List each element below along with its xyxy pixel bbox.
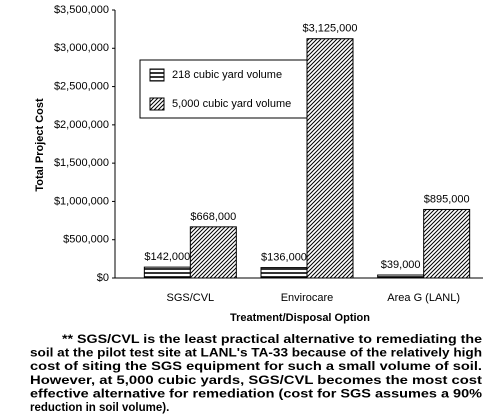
legend-swatch [149, 97, 165, 111]
note-line: cost of siting the SGS equipment for suc… [30, 361, 482, 373]
y-tick-label: $2,000,000 [54, 119, 109, 131]
value-label: $136,000 [261, 251, 307, 263]
note-line: effective alternative for remediation (c… [30, 388, 482, 400]
x-tick-label: Area G (LANL) [387, 292, 460, 304]
bar [260, 267, 308, 279]
y-tick-label: $3,500,000 [54, 4, 109, 16]
x-tick-label: SGS/CVL [166, 292, 214, 304]
legend-label: 218 cubic yard volume [172, 69, 282, 81]
note-line: ** SGS/CVL is the least practical altern… [62, 334, 482, 346]
x-axis-label: Treatment/Disposal Option [230, 312, 370, 324]
y-tick-label: $500,000 [63, 234, 109, 246]
y-tick-label: $3,000,000 [54, 42, 109, 54]
value-label: $142,000 [144, 251, 190, 263]
note-line: However, at 5,000 cubic yards, SGS/CVL b… [30, 375, 482, 387]
note-line: soil at the pilot test site at LANL's TA… [30, 348, 482, 360]
value-label: $895,000 [424, 193, 470, 205]
y-axis-label: Total Project Cost [34, 98, 46, 192]
bar [377, 274, 425, 279]
y-tick-label: $1,500,000 [54, 157, 109, 169]
y-tick-label: $1,000,000 [54, 195, 109, 207]
legend-label: 5,000 cubic yard volume [172, 98, 291, 110]
note-line: reduction in soil volume). [30, 402, 169, 414]
bar [189, 226, 237, 279]
value-label: $3,125,000 [302, 23, 357, 35]
value-label: $39,000 [381, 259, 421, 271]
y-tick-label: $2,500,000 [54, 80, 109, 92]
legend [139, 59, 313, 119]
bar [423, 208, 471, 279]
bar [306, 38, 354, 279]
y-tick-label: $0 [97, 272, 109, 284]
value-label: $668,000 [190, 211, 236, 223]
x-tick-label: Envirocare [281, 292, 334, 304]
bar [143, 266, 191, 279]
legend-swatch [149, 68, 165, 82]
